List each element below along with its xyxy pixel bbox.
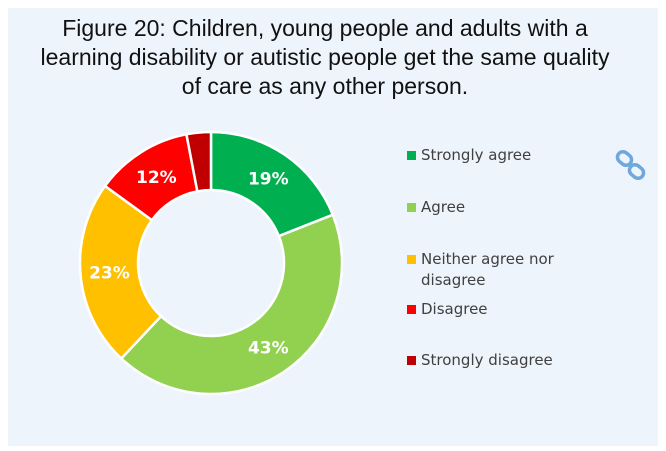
link-icon[interactable] [614, 148, 650, 184]
legend-item-disagree: Disagree [407, 299, 591, 320]
data-label: 19% [248, 170, 289, 190]
legend-label: Strongly disagree [421, 350, 591, 371]
legend-swatch [407, 203, 416, 212]
data-label: 23% [89, 264, 130, 284]
legend-item-strongly-disagree: Strongly disagree [407, 350, 591, 371]
legend-label: Neither agree nor disagree [421, 249, 571, 291]
legend-swatch [407, 151, 416, 160]
legend-item-neither-agree-nor-disagree: Neither agree nor disagree [407, 249, 571, 291]
slice-agree [121, 215, 342, 394]
data-label: 43% [248, 338, 289, 358]
data-label: 12% [136, 168, 177, 188]
legend-item-agree: Agree [407, 197, 591, 218]
legend-swatch [407, 356, 416, 365]
legend-swatch [407, 255, 416, 264]
legend-swatch [407, 305, 416, 314]
legend-label: Disagree [421, 299, 591, 320]
legend-label: Agree [421, 197, 591, 218]
legend-item-strongly-agree: Strongly agree [407, 145, 591, 166]
legend-label: Strongly agree [421, 145, 591, 166]
